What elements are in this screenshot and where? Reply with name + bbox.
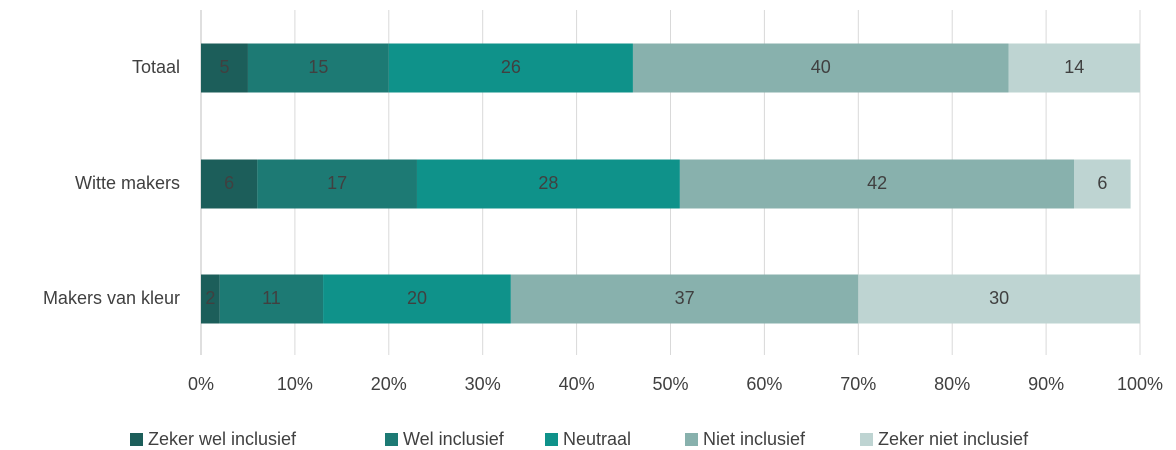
bar-segment <box>1008 43 1140 93</box>
legend-swatch <box>685 433 698 446</box>
bar-segment <box>510 274 859 324</box>
bar-segment <box>219 274 324 324</box>
data-label: 26 <box>501 57 521 77</box>
data-label: 42 <box>867 173 887 193</box>
x-tick-label: 30% <box>465 374 501 394</box>
bar-segment <box>247 43 389 93</box>
data-label: 40 <box>811 57 831 77</box>
x-tick-label: 50% <box>652 374 688 394</box>
x-tick-label: 60% <box>746 374 782 394</box>
x-tick-label: 80% <box>934 374 970 394</box>
category-label: Makers van kleur <box>43 288 180 308</box>
data-label: 28 <box>538 173 558 193</box>
category-label: Totaal <box>132 57 180 77</box>
bar-segment <box>201 43 248 93</box>
data-label: 14 <box>1064 57 1084 77</box>
bar-segment <box>632 43 1009 93</box>
bar-segment <box>679 159 1075 209</box>
x-tick-label: 10% <box>277 374 313 394</box>
data-label: 11 <box>262 288 281 308</box>
data-label: 37 <box>675 288 695 308</box>
legend-swatch <box>545 433 558 446</box>
legend-label: Niet inclusief <box>703 429 806 449</box>
bar-segment <box>201 159 258 209</box>
x-tick-label: 0% <box>188 374 214 394</box>
legend-label: Zeker wel inclusief <box>148 429 297 449</box>
legend-swatch <box>130 433 143 446</box>
data-label: 6 <box>224 173 234 193</box>
legend-label: Neutraal <box>563 429 631 449</box>
bar-segment <box>201 274 220 324</box>
data-label: 17 <box>327 173 347 193</box>
bar-segment <box>323 274 511 324</box>
legend-label: Zeker niet inclusief <box>878 429 1029 449</box>
legend-swatch <box>385 433 398 446</box>
bar-segment <box>388 43 633 93</box>
bar-segment <box>257 159 417 209</box>
data-label: 15 <box>308 57 328 77</box>
legend-swatch <box>860 433 873 446</box>
data-label: 30 <box>989 288 1009 308</box>
x-tick-label: 70% <box>840 374 876 394</box>
bar-segment <box>1074 159 1131 209</box>
data-label: 2 <box>205 288 215 308</box>
data-label: 6 <box>1097 173 1107 193</box>
legend-label: Wel inclusief <box>403 429 505 449</box>
data-label: 5 <box>219 57 229 77</box>
category-label: Witte makers <box>75 173 180 193</box>
bar-segment <box>858 274 1140 324</box>
data-label: 20 <box>407 288 427 308</box>
x-tick-label: 90% <box>1028 374 1064 394</box>
x-tick-label: 100% <box>1117 374 1163 394</box>
x-tick-label: 20% <box>371 374 407 394</box>
x-tick-label: 40% <box>559 374 595 394</box>
bar-segment <box>416 159 680 209</box>
